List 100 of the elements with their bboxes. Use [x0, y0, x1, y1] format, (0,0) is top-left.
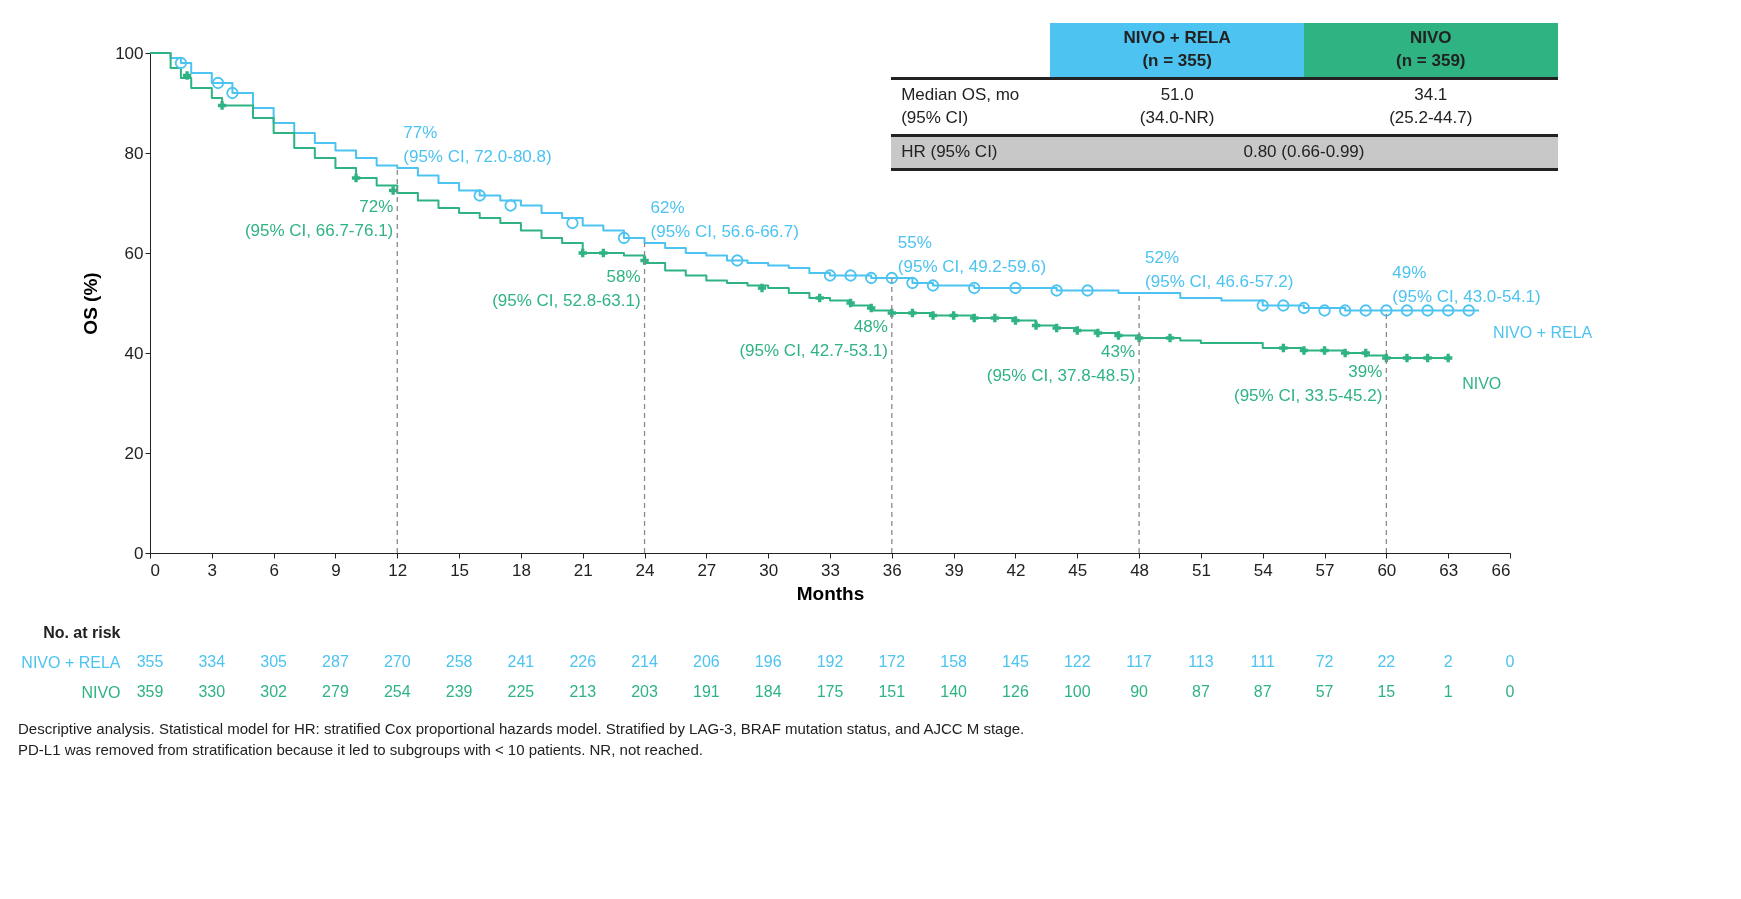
text: 206: [693, 653, 720, 670]
text: NIVO: [81, 683, 121, 701]
text: 241: [507, 653, 535, 670]
text: 113: [1188, 653, 1214, 670]
text: 334: [198, 653, 226, 670]
text: 355: [136, 653, 164, 670]
text: 254: [383, 683, 411, 700]
x-axis-title: Months: [796, 582, 865, 604]
x-tick-label: 39: [944, 560, 964, 580]
text: 145: [1002, 653, 1029, 670]
x-tick-label: 33: [821, 560, 840, 580]
text: 57: [1315, 683, 1334, 700]
text: 122: [1063, 653, 1091, 670]
x-tick-label: 3: [207, 560, 218, 580]
text: 72: [1315, 653, 1334, 670]
x-tick-label: 30: [759, 560, 779, 580]
annotation: Median OS, mo (95% CI): [891, 78, 1051, 136]
x-tick-label: 57: [1315, 560, 1335, 580]
text: 87: [1253, 683, 1272, 700]
text: 214: [631, 653, 658, 670]
text: 192: [816, 653, 844, 670]
y-tick-label: 100: [115, 43, 144, 63]
text: No. at risk: [43, 623, 121, 641]
text: 172: [878, 653, 906, 670]
text: 239: [445, 683, 473, 700]
text: 90: [1130, 683, 1149, 700]
x-tick-label: 15: [450, 560, 470, 580]
x-tick-label: 45: [1068, 560, 1088, 580]
text: 287: [322, 653, 349, 670]
annotation: 77% (95% CI, 72.0-80.8): [403, 123, 552, 166]
x-tick-label: 12: [388, 560, 408, 580]
text: 111: [1250, 653, 1275, 670]
x-tick-label: 24: [635, 560, 655, 580]
table-row-shading: HR (95% CI): [891, 135, 1051, 170]
text: 87: [1192, 683, 1210, 700]
annotation: NIVO + RELA (n = 355): [1050, 23, 1304, 79]
annotation: 49% (95% CI, 43.0-54.1): [1392, 263, 1541, 306]
y-tick-label: 60: [124, 243, 144, 263]
text: 258: [445, 653, 473, 670]
text: 151: [878, 683, 906, 700]
annotation: 51.0 (34.0-NR): [1050, 78, 1304, 136]
text: 270: [383, 653, 411, 670]
text: 126: [1002, 683, 1029, 700]
x-tick-label: 51: [1191, 560, 1211, 580]
text: 279: [322, 683, 349, 700]
text: 184: [754, 683, 782, 700]
text: 158: [940, 653, 968, 670]
annotation: 48% (95% CI, 42.7-53.1): [739, 317, 888, 360]
text: 213: [569, 683, 597, 700]
x-tick-label: 0: [150, 560, 160, 580]
text: Descriptive analysis. Statistical model for HR: stratified Cox proportional hazards model. Stratified by LAG-3, BRAF mutation status, and AJCC M stage. PD-L1 was removed from stratification because it led to subgroups with < 10 patients. NR, not reached.: [18, 719, 1026, 760]
text: 330: [198, 683, 226, 700]
text: 140: [940, 683, 968, 700]
x-tick-label: 21: [573, 560, 593, 580]
x-tick-label: 6: [269, 560, 279, 580]
series-label: NIVO: [1462, 375, 1502, 392]
annotation: 72% (95% CI, 66.7-76.1): [244, 197, 394, 240]
text: NIVO + RELA: [21, 653, 121, 671]
annotation: 58% (95% CI, 52.8-63.1): [492, 267, 641, 310]
text: 0: [1505, 653, 1515, 670]
x-tick-label: 18: [511, 560, 531, 580]
text: 191: [693, 683, 720, 700]
y-tick-label: 0: [134, 543, 144, 563]
annotation: 39% (95% CI, 33.5-45.2): [1234, 362, 1383, 405]
text: 15: [1377, 683, 1396, 700]
text: 2: [1443, 653, 1453, 670]
annotation: 62% (95% CI, 56.6-66.7): [650, 198, 799, 241]
annotation: 34.1 (25.2-44.7): [1303, 78, 1558, 136]
text: 226: [569, 653, 597, 670]
x-tick-label: 48: [1130, 560, 1150, 580]
y-tick-label: 20: [124, 443, 144, 463]
text: 117: [1126, 653, 1152, 670]
x-tick-label: 60: [1377, 560, 1397, 580]
text: 100: [1063, 683, 1091, 700]
annotation: 52% (95% CI, 46.6-57.2): [1145, 248, 1294, 291]
text: 359: [136, 683, 164, 700]
x-tick-label: 66: [1491, 560, 1511, 580]
x-tick-label: 42: [1006, 560, 1026, 580]
x-tick-label: 63: [1439, 560, 1459, 580]
annotation: 43% (95% CI, 37.8-48.5): [986, 342, 1136, 385]
text: 1: [1443, 683, 1453, 700]
text: 203: [631, 683, 658, 700]
text: 305: [260, 653, 288, 670]
text: 225: [507, 683, 535, 700]
x-tick-label: 36: [882, 560, 902, 580]
y-axis-title: OS (%): [80, 272, 102, 335]
x-tick-label: 54: [1253, 560, 1273, 580]
series-label: NIVO + RELA: [1493, 323, 1593, 341]
text: 22: [1377, 653, 1396, 670]
annotation: 55% (95% CI, 49.2-59.6): [897, 233, 1047, 276]
annotation: NIVO (n = 359): [1303, 23, 1558, 79]
y-tick-label: 40: [124, 343, 144, 363]
y-tick-label: 80: [124, 143, 144, 163]
x-tick-label: 9: [331, 560, 341, 580]
x-tick-label: 27: [697, 560, 717, 580]
text: 302: [260, 683, 288, 700]
text: 175: [816, 683, 844, 700]
table-row-shading: 0.80 (0.66-0.99): [1050, 135, 1558, 170]
text: 0: [1505, 683, 1515, 700]
text: 196: [754, 653, 782, 670]
